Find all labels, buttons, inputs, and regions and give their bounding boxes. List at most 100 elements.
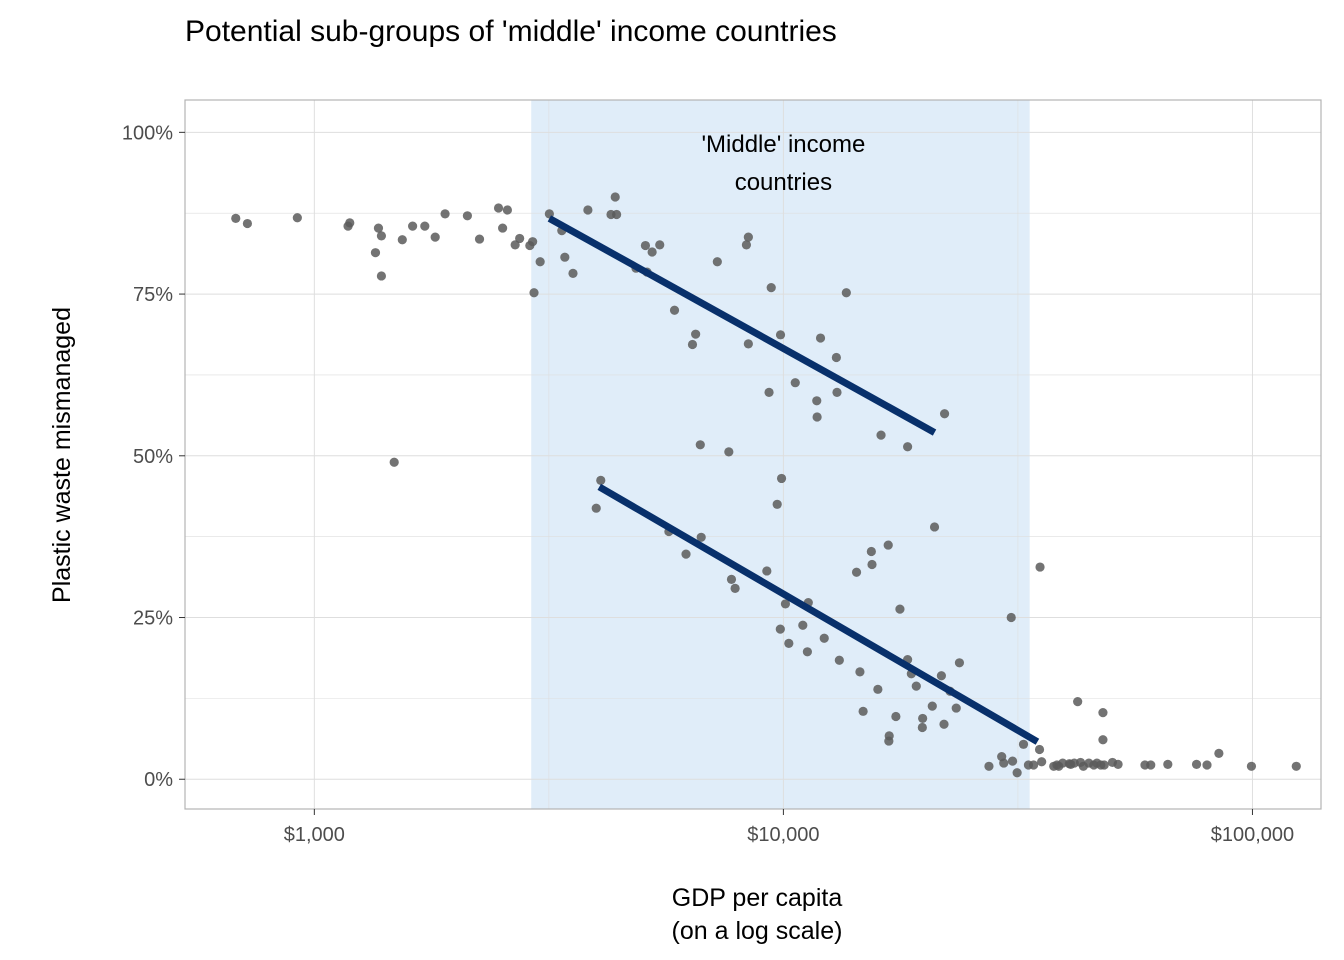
data-point [730, 583, 740, 594]
data-point [440, 209, 450, 219]
data-point [647, 247, 657, 257]
data-point [687, 339, 698, 350]
data-point [591, 503, 601, 513]
data-point [743, 232, 753, 242]
data-point [762, 566, 772, 576]
x-axis-title-line-1: GDP per capita [672, 884, 843, 912]
data-point [790, 378, 800, 388]
data-point [939, 409, 950, 419]
data-point [535, 257, 545, 267]
data-point [242, 218, 253, 229]
data-point [493, 203, 504, 213]
data-point [815, 333, 826, 343]
data-point [345, 218, 355, 228]
chart-title: Potential sub-groups of 'middle' income … [185, 15, 837, 48]
data-point [1018, 739, 1029, 749]
data-point [775, 624, 785, 634]
y-axis-title: Plastic waste mismanaged [48, 307, 76, 603]
data-point [681, 549, 691, 559]
data-point [640, 240, 651, 251]
data-point [891, 711, 901, 722]
data-point [376, 231, 387, 241]
data-point [389, 457, 399, 467]
data-point [1006, 612, 1016, 623]
middle-income-annotation: 'Middle' income countries [701, 131, 865, 196]
data-point [610, 192, 620, 202]
data-point [474, 234, 485, 244]
data-point [841, 288, 851, 298]
data-point [918, 713, 928, 724]
data-point [560, 252, 570, 262]
data-point [802, 647, 812, 657]
data-point [776, 473, 787, 484]
data-point [568, 268, 578, 278]
data-point [655, 240, 665, 250]
grid-major [185, 100, 1321, 809]
data-point [420, 221, 430, 231]
data-point [883, 540, 893, 550]
data-point [812, 412, 822, 422]
data-point [832, 387, 842, 397]
data-point [929, 522, 940, 532]
data-point [712, 257, 722, 267]
data-point [851, 567, 862, 577]
data-point [1098, 708, 1108, 718]
data-point [1099, 760, 1109, 770]
y-tick-label: 0% [144, 769, 173, 791]
y-tick-label: 50% [133, 446, 173, 468]
data-point [510, 240, 520, 250]
x-tick-label: $100,000 [1211, 824, 1294, 846]
data-point [231, 213, 241, 223]
data-point [498, 223, 508, 233]
data-point [1246, 761, 1257, 771]
data-point [376, 271, 387, 281]
data-point [462, 211, 473, 221]
data-point [397, 235, 407, 245]
data-point [873, 684, 883, 694]
plot-area: 'Middle' income countries [184, 99, 1322, 810]
y-tick-label: 100% [122, 122, 173, 144]
data-point [984, 761, 994, 771]
annotation-line: countries [735, 169, 832, 196]
data-point [1202, 760, 1212, 770]
data-point [831, 352, 841, 363]
data-point [1037, 757, 1047, 767]
trend-line [547, 215, 937, 436]
data-point [292, 213, 302, 223]
data-point [1113, 759, 1123, 769]
trend-lines [547, 215, 1040, 745]
data-point [867, 559, 877, 570]
data-point [884, 736, 894, 746]
data-point [743, 339, 753, 349]
data-point [1028, 760, 1039, 770]
data-point [1214, 748, 1224, 758]
data-point [669, 305, 680, 315]
data-point [1012, 768, 1022, 778]
data-point [726, 574, 737, 584]
data-point [1098, 735, 1108, 745]
data-point [515, 233, 525, 244]
data-point [954, 658, 965, 668]
data-point [812, 396, 822, 406]
data-point [1058, 758, 1068, 768]
data-point [691, 329, 701, 339]
data-point [876, 430, 886, 440]
data-point [784, 638, 794, 648]
data-point [1073, 697, 1083, 707]
x-tick-label: $10,000 [747, 824, 819, 846]
annotation-line: 'Middle' income [701, 131, 865, 158]
data-point [430, 232, 440, 242]
data-point [766, 283, 776, 293]
middle-income-band [531, 100, 1030, 809]
data-point [1034, 744, 1045, 755]
data-point [819, 633, 829, 643]
data-point [764, 387, 774, 397]
data-point [775, 330, 786, 340]
data-point [583, 205, 593, 215]
data-point [903, 442, 913, 452]
data-point [373, 223, 384, 233]
data-points [231, 192, 1301, 778]
data-point [1191, 759, 1202, 769]
panel-border [184, 99, 1322, 810]
